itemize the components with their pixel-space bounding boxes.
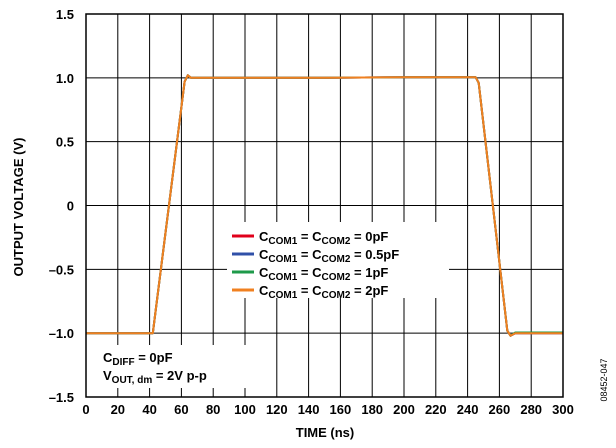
annotation-vout: VOUT, dm = 2V p-p [103, 368, 207, 386]
x-tick-label: 220 [425, 402, 447, 417]
x-tick-label: 60 [174, 402, 188, 417]
x-tick-label: 280 [520, 402, 542, 417]
x-tick-label: 20 [111, 402, 125, 417]
x-tick-label: 240 [457, 402, 479, 417]
y-tick-label: 1.0 [56, 71, 74, 86]
series-lines [86, 74, 563, 337]
legend-label-2: CCOM1 = CCOM2 = 0.5pF [259, 247, 399, 265]
x-tick-label: 0 [82, 402, 89, 417]
x-tick-labels: 0 20 40 60 80 100 120 140 160 180 200 220 240 260 280 3… [82, 402, 573, 417]
legend-label-1: CCOM1 = CCOM2 = 0pF [259, 229, 388, 247]
x-tick-label: 180 [361, 402, 383, 417]
x-tick-label: 260 [489, 402, 511, 417]
grid-lines [85, 13, 564, 398]
x-tick-label: 100 [234, 402, 256, 417]
x-tick-label: 160 [330, 402, 352, 417]
y-tick-label: 0.5 [56, 135, 74, 150]
y-tick-labels: –1.5 –1.0 –0.5 0 0.5 1.0 1.5 [49, 7, 74, 405]
series-line-4 [86, 74, 563, 337]
annotation-cdiff: CDIFF = 0pF [103, 350, 173, 368]
legend-label-3: CCOM1 = CCOM2 = 1pF [259, 265, 388, 283]
plot-frame [85, 13, 564, 398]
y-axis-label: OUTPUT VOLTAGE (V) [11, 138, 26, 277]
figure-id: 08452-047 [599, 358, 609, 401]
x-tick-label: 300 [552, 402, 574, 417]
x-tick-label: 80 [206, 402, 220, 417]
x-tick-label: 140 [298, 402, 320, 417]
legend-label-4: CCOM1 = CCOM2 = 2pF [259, 283, 388, 301]
y-tick-label: –0.5 [49, 262, 74, 277]
y-tick-label: –1.0 [49, 326, 74, 341]
x-tick-label: 200 [393, 402, 415, 417]
x-tick-label: 40 [142, 402, 156, 417]
legend-box [227, 222, 449, 298]
y-tick-label: 1.5 [56, 7, 74, 22]
y-tick-label: –1.5 [49, 390, 74, 405]
x-tick-label: 120 [266, 402, 288, 417]
x-axis-label: TIME (ns) [296, 425, 355, 440]
y-tick-label: 0 [67, 199, 74, 214]
annotation-box: CDIFF = 0pF VOUT, dm = 2V p-p [98, 345, 248, 388]
annotation-background [98, 345, 248, 388]
